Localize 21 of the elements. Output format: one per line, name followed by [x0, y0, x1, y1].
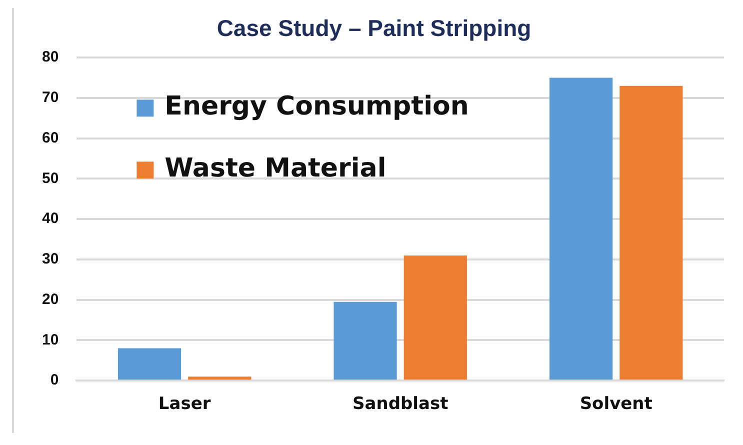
bar [118, 348, 182, 380]
y-tick-label: 70 [42, 89, 59, 106]
x-tick-label: Sandblast [352, 394, 448, 414]
legend-label: Waste Material [164, 153, 386, 184]
bar [549, 78, 613, 380]
y-tick-label: 40 [42, 210, 59, 228]
bar [404, 255, 467, 380]
y-tick-label: 20 [42, 290, 59, 308]
bar [188, 376, 252, 380]
y-tick-label: 60 [42, 129, 59, 146]
y-tick-label: 50 [42, 170, 59, 187]
legend-label: Energy Consumption [164, 91, 469, 122]
x-tick-label: Laser [158, 394, 212, 414]
chart-title: Case Study – Paint Stripping [216, 15, 532, 42]
x-tick-label: Solvent [580, 394, 652, 414]
bar [620, 86, 683, 380]
bar [334, 302, 397, 380]
y-tick-label: 80 [42, 48, 59, 66]
y-tick-label: 10 [42, 331, 59, 348]
y-tick-label: 0 [50, 372, 59, 389]
y-tick-label: 30 [42, 250, 59, 268]
